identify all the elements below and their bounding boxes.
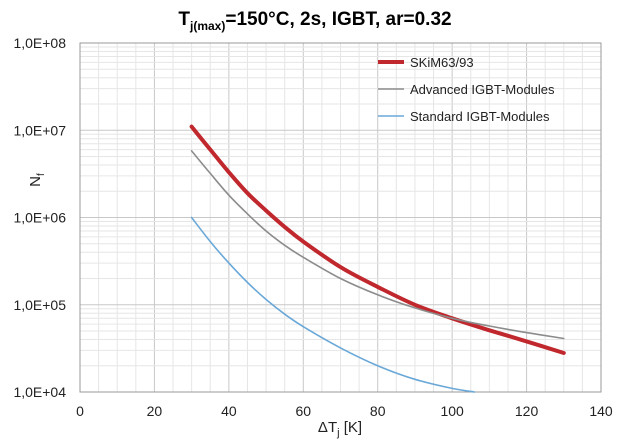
x-axis-label: ΔTj [K] [318,419,362,439]
y-tick-labels: 1,0E+04 1,0E+05 1,0E+06 1,0E+07 1,0E+08 [13,35,66,400]
legend-label-1: SKiM63/93 [410,55,474,70]
chart-title-sub: j(max) [189,19,225,33]
y-tick-label: 1,0E+04 [13,384,66,400]
series-line-1 [189,124,566,355]
series-line-2 [190,150,565,340]
plot-frame [79,42,602,393]
y-axis-label-pre: N [27,176,44,187]
x-tick-label: 0 [76,403,84,419]
chart-title-post: =150°C, 2s, IGBT, ar=0.32 [225,9,451,30]
y-axis-label: Nf [27,173,47,187]
chart-title: Tj(max)=150°C, 2s, IGBT, ar=0.32 [178,9,451,33]
y-tick-label: 1,0E+06 [13,210,66,226]
x-axis-label-pre: ΔT [318,419,337,436]
x-tick-labels: 0 20 40 60 80 100 120 140 [76,403,613,419]
legend: SKiM63/93 Advanced IGBT-Modules Standard I… [378,55,555,124]
legend-label-3: Standard IGBT-Modules [410,109,550,124]
x-tick-label: 140 [589,403,613,419]
y-tick-label: 1,0E+08 [13,35,66,51]
x-tick-label: 40 [221,403,237,419]
y-axis-label-sub: f [36,173,47,176]
y-tick-label: 1,0E+05 [13,297,66,313]
chart-title-pre: T [178,9,190,30]
x-tick-label: 80 [370,403,386,419]
legend-label-2: Advanced IGBT-Modules [410,82,555,97]
y-tick-label: 1,0E+07 [13,122,66,138]
grid [79,42,602,393]
x-tick-label: 20 [147,403,163,419]
x-axis-label-sub: j [336,427,339,439]
x-tick-label: 120 [515,403,539,419]
series-line-3 [190,216,476,393]
series-lines [189,124,566,393]
x-axis-label-post: [K] [340,419,363,436]
x-tick-label: 100 [440,403,464,419]
x-tick-label: 60 [295,403,311,419]
